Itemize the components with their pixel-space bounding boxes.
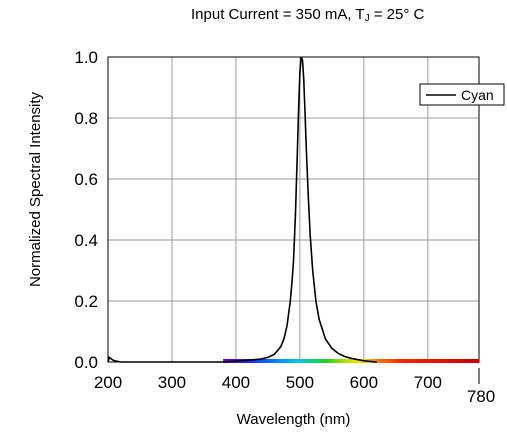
legend-box xyxy=(419,83,505,106)
y-tick-label: 1.0 xyxy=(74,48,98,67)
x-tick-label: 780 xyxy=(467,387,495,406)
spectrum-color-bar xyxy=(223,359,479,363)
title-suffix: = 25° C xyxy=(369,6,425,23)
x-tick-labels: 200 300 400 500 600 700 780 xyxy=(94,368,495,406)
y-tick-label: 0.6 xyxy=(74,170,98,189)
title-subscript: J xyxy=(364,13,370,24)
x-tick-label: 600 xyxy=(350,373,378,392)
grid xyxy=(108,57,479,362)
x-tick-label: 500 xyxy=(286,373,314,392)
legend-label-cyan: Cyan xyxy=(461,87,494,103)
y-tick-label: 0.2 xyxy=(74,292,98,311)
title-prefix: Input Current = 350 mA, T xyxy=(191,6,365,23)
x-axis-label: Wavelength (nm) xyxy=(237,411,351,428)
y-axis-label: Normalized Spectral Intensity xyxy=(27,91,44,287)
y-tick-label: 0.4 xyxy=(74,231,98,250)
y-tick-labels: 0.0 0.2 0.4 0.6 0.8 1.0 xyxy=(74,48,98,372)
y-tick-label: 0.8 xyxy=(74,109,98,128)
series-line-cyan xyxy=(107,56,377,363)
legend: Cyan xyxy=(419,83,505,106)
x-tick-label: 400 xyxy=(222,373,250,392)
y-tick-label: 0.0 xyxy=(74,353,98,372)
x-tick-label: 200 xyxy=(94,373,122,392)
x-tick-label: 300 xyxy=(158,373,186,392)
x-tick-label: 700 xyxy=(414,373,442,392)
